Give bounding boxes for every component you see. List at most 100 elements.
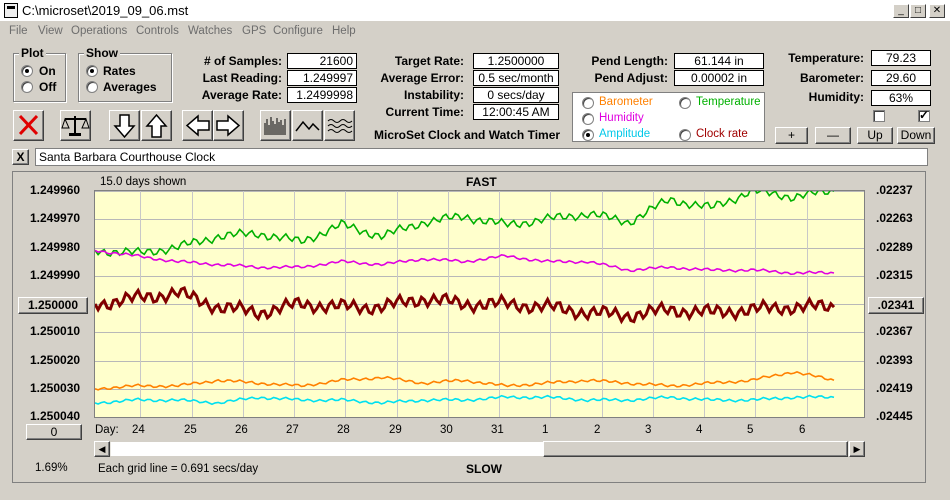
arrow-right-button[interactable] <box>213 110 244 141</box>
up-button[interactable]: Up <box>857 127 893 144</box>
y-tick-left: 1.249980 <box>30 240 81 254</box>
offset-button[interactable]: 0 <box>26 424 82 440</box>
pend-length-field[interactable]: 61.144 in <box>674 53 764 69</box>
sensor-label-amplitude: Amplitude <box>599 128 651 140</box>
y-tick-left: 1.250030 <box>30 381 81 395</box>
scroll-left-icon[interactable]: ◀ <box>94 441 110 457</box>
scroll-thumb[interactable] <box>543 441 848 457</box>
barometer-label: Barometer: <box>799 71 864 85</box>
arrow-left-button[interactable] <box>182 110 213 141</box>
clear-name-button[interactable]: X <box>12 149 29 165</box>
y-tick-right: .02419 <box>876 381 913 395</box>
y-tick-left: 1.250010 <box>30 324 81 338</box>
humidity-label: Humidity: <box>808 90 864 104</box>
day-axis-label: Day: <box>95 424 119 436</box>
plot-svg <box>93 186 864 418</box>
center-value-left-button[interactable]: 1.250000 <box>18 297 88 314</box>
line-graph-icon <box>295 120 320 132</box>
x-tick-label: 25 <box>184 424 197 436</box>
y-tick-right: .02289 <box>876 240 913 254</box>
y-tick-left: 1.249970 <box>30 211 81 225</box>
sensor-label-humidity: Humidity <box>599 112 644 124</box>
grid-note: Each grid line = 0.691 secs/day <box>98 463 259 475</box>
arrow-up-icon <box>145 113 168 138</box>
line-graph-button[interactable] <box>292 110 323 141</box>
x-tick-label: 24 <box>132 424 145 436</box>
last-reading-field: 1.249997 <box>287 70 357 86</box>
down-button[interactable]: Down <box>897 127 935 144</box>
x-tick-label: 30 <box>440 424 453 436</box>
pend-adjust-label: Pend Adjust: <box>594 71 668 85</box>
y-tick-left: 1.250020 <box>30 353 81 367</box>
plot-off-radio[interactable] <box>21 81 33 93</box>
y-tick-right: .02393 <box>876 353 913 367</box>
balance-icon <box>61 116 90 136</box>
minus-button[interactable]: — <box>815 127 851 144</box>
y-tick-right: .02367 <box>876 324 913 338</box>
menu-file[interactable]: File <box>9 25 28 37</box>
menu-operations[interactable]: Operations <box>71 25 128 37</box>
sensor-label-barometer: Barometer <box>599 96 653 108</box>
close-icon[interactable]: ✕ <box>929 4 945 18</box>
days-shown-label: 15.0 days shown <box>100 176 187 188</box>
menu-controls[interactable]: Controls <box>136 25 179 37</box>
bar-graph-icon <box>264 117 286 135</box>
stop-button[interactable] <box>13 110 44 141</box>
series-barometer <box>94 371 835 391</box>
sensor-radio-humidity[interactable] <box>582 113 594 125</box>
checkbox-2[interactable]: ✓ <box>918 108 930 122</box>
plot-on-label: On <box>39 64 56 78</box>
fast-label: FAST <box>466 175 497 189</box>
barometer-field: 29.60 <box>871 70 931 86</box>
show-group-label: Show <box>84 46 120 60</box>
temperature-field: 79.23 <box>871 50 931 66</box>
menu-bar: File View Operations Controls Watches GP… <box>0 23 950 41</box>
temperature-label: Temperature: <box>788 51 864 65</box>
menu-watches[interactable]: Watches <box>188 25 233 37</box>
instability-label: Instability: <box>403 88 464 102</box>
sensor-radio-temperature[interactable] <box>679 97 691 109</box>
current-time-label: Current Time: <box>385 105 464 119</box>
center-value-right-button[interactable]: .02341 <box>868 297 924 314</box>
scroll-right-icon[interactable]: ▶ <box>849 441 865 457</box>
x-tick-label: 28 <box>337 424 350 436</box>
pend-adjust-field[interactable]: 0.00002 in <box>674 70 764 86</box>
sensor-label-temperature: Temperature <box>696 96 761 108</box>
plot-area <box>93 186 865 418</box>
instability-field: 0 secs/day <box>473 87 559 103</box>
checkbox-1[interactable] <box>873 110 885 122</box>
plot-on-radio[interactable] <box>21 65 33 77</box>
balance-button[interactable] <box>60 110 91 141</box>
arrow-down-button[interactable] <box>109 110 140 141</box>
y-tick-right: .02263 <box>876 211 913 225</box>
show-group <box>78 53 172 102</box>
clock-name-input[interactable]: Santa Barbara Courthouse Clock <box>35 148 928 166</box>
wave-graph-button[interactable] <box>324 110 355 141</box>
show-averages-radio[interactable] <box>86 81 98 93</box>
plus-button[interactable]: + <box>775 127 808 144</box>
menu-view[interactable]: View <box>38 25 63 37</box>
humidity-field: 63% <box>871 90 931 106</box>
target-rate-field[interactable]: 1.2500000 <box>473 53 559 69</box>
menu-gps[interactable]: GPS <box>242 25 267 37</box>
sensor-radio-barometer[interactable] <box>582 97 594 109</box>
x-tick-label: 31 <box>491 424 504 436</box>
y-tick-left: 1.249990 <box>30 268 81 282</box>
percent-label: 1.69% <box>35 462 68 474</box>
minimize-icon[interactable]: _ <box>893 4 909 18</box>
y-tick-right: .02315 <box>876 268 913 282</box>
app-caption: MicroSet Clock and Watch Timer <box>374 128 561 142</box>
maximize-icon[interactable]: □ <box>910 4 926 18</box>
x-tick-label: 4 <box>696 424 703 436</box>
show-rates-radio[interactable] <box>86 65 98 77</box>
sensor-radio-amplitude[interactable] <box>582 129 594 141</box>
arrow-right-icon <box>216 114 241 137</box>
current-time-field: 12:00:45 AM <box>473 104 559 120</box>
y-tick-left: 1.249960 <box>30 183 81 197</box>
menu-help[interactable]: Help <box>332 25 356 37</box>
bar-graph-button[interactable] <box>260 110 291 141</box>
arrow-up-button[interactable] <box>141 110 172 141</box>
menu-configure[interactable]: Configure <box>273 25 323 37</box>
y-tick-right: .02445 <box>876 409 913 423</box>
sensor-radio-clock-rate[interactable] <box>679 129 691 141</box>
